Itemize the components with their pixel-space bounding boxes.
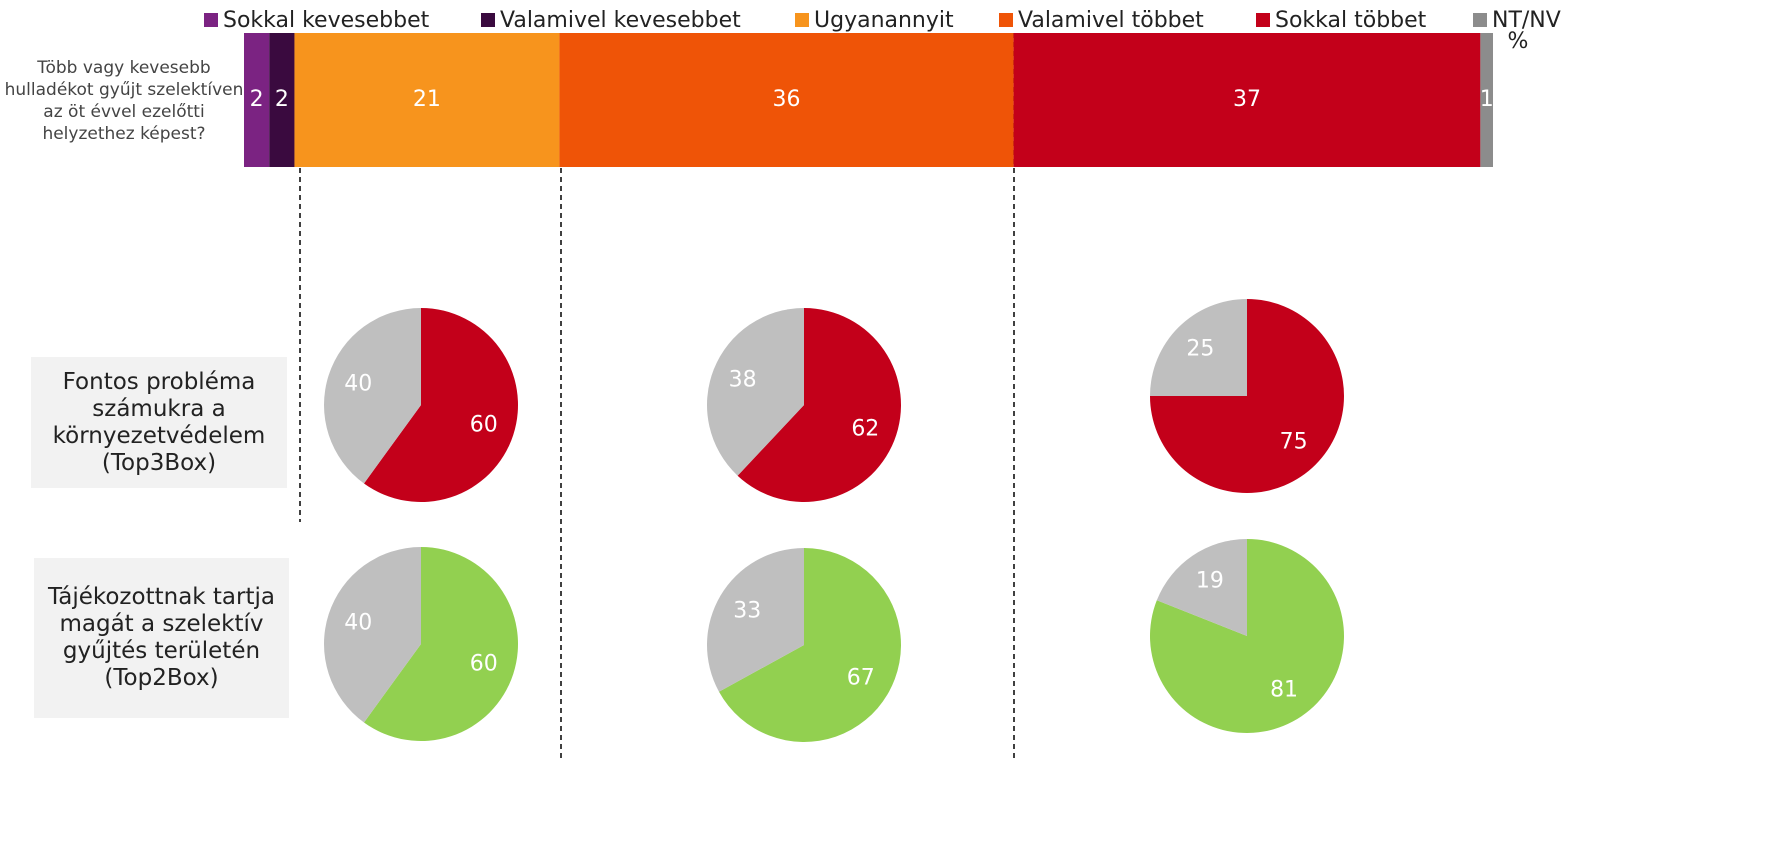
bar-value-label: 21 bbox=[413, 87, 441, 112]
legend-label: Valamivel többet bbox=[1018, 8, 1204, 33]
pie-value-label: 62 bbox=[851, 416, 879, 441]
pie-slice bbox=[707, 308, 804, 476]
legend-label: Sokkal kevesebbet bbox=[223, 8, 430, 33]
pie-slice bbox=[1150, 299, 1247, 396]
legend-label: NT/NV bbox=[1492, 8, 1561, 33]
bar-segment bbox=[1013, 33, 1481, 167]
pie-value-label: 25 bbox=[1186, 336, 1214, 361]
legend-swatch bbox=[999, 13, 1013, 27]
bar-segment bbox=[244, 33, 270, 167]
bar-value-label: 2 bbox=[250, 87, 264, 112]
pie-slice bbox=[706, 548, 804, 692]
pie-slice bbox=[737, 307, 901, 503]
pie-value-label: 33 bbox=[733, 598, 761, 623]
legend-label: Sokkal többet bbox=[1275, 8, 1427, 33]
bar-segment bbox=[269, 33, 295, 167]
legend-label: Ugyanannyit bbox=[814, 8, 954, 33]
bar-category-label: Több vagy kevesebb hulladékot gyűjt szel… bbox=[4, 57, 244, 144]
pie-slice bbox=[323, 547, 421, 723]
pie-slice bbox=[324, 308, 421, 484]
pie-value-label: 67 bbox=[847, 666, 875, 691]
bar-value-label: 37 bbox=[1233, 87, 1261, 112]
bar-value-label: 2 bbox=[275, 87, 289, 112]
legend-swatch bbox=[1256, 13, 1270, 27]
pie-slice bbox=[363, 547, 518, 741]
bar-segment bbox=[1480, 33, 1493, 167]
pie-value-label: 38 bbox=[729, 368, 757, 393]
pie-value-label: 40 bbox=[344, 372, 372, 397]
pie-slice bbox=[363, 308, 518, 503]
bar-value-label: 1 bbox=[1480, 87, 1494, 112]
row-label: Fontos probléma számukra a környezetvéde… bbox=[31, 357, 287, 488]
pie-value-label: 40 bbox=[344, 611, 372, 636]
row-label: Tájékozottnak tartja magát a szelektív g… bbox=[34, 558, 289, 718]
legend-swatch bbox=[795, 13, 809, 27]
legend-label: Valamivel kevesebbet bbox=[500, 8, 741, 33]
pie-slice bbox=[1156, 539, 1247, 636]
bar-segment bbox=[559, 33, 1014, 167]
legend-swatch bbox=[1473, 13, 1487, 27]
pie-value-label: 60 bbox=[470, 651, 498, 676]
legend-swatch bbox=[204, 13, 218, 27]
pie-value-label: 60 bbox=[470, 412, 498, 437]
pie-slice bbox=[718, 548, 901, 742]
unit-label: % bbox=[1508, 29, 1529, 54]
pie-value-label: 75 bbox=[1280, 430, 1308, 455]
pie-value-label: 19 bbox=[1196, 568, 1224, 593]
pie-value-label: 81 bbox=[1270, 678, 1298, 703]
bar-segment bbox=[294, 33, 560, 167]
legend-swatch bbox=[481, 13, 495, 27]
bar-value-label: 36 bbox=[772, 87, 800, 112]
